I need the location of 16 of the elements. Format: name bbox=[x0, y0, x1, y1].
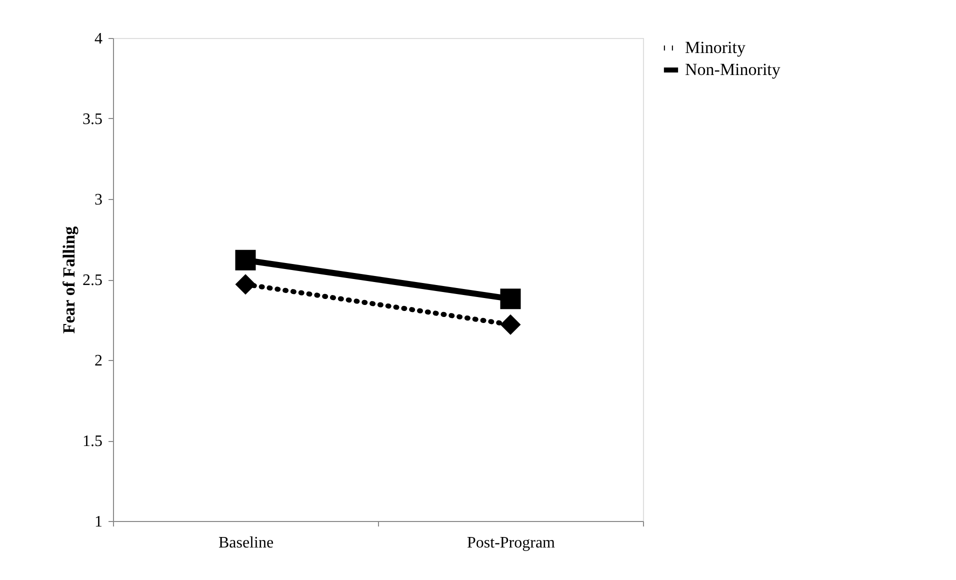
legend-label: Non-Minority bbox=[685, 60, 781, 79]
point bbox=[235, 250, 256, 270]
y-tick-label: 1.5 bbox=[82, 433, 102, 450]
point bbox=[500, 314, 521, 335]
y-tick-label: 4 bbox=[94, 30, 102, 48]
point bbox=[500, 288, 521, 310]
y-tick-label: 2 bbox=[94, 352, 102, 370]
x-tick-label: Post-Program bbox=[467, 534, 556, 552]
y-tick-label: 3.5 bbox=[82, 111, 102, 128]
x-tick-label: Baseline bbox=[218, 534, 274, 552]
y-axis-title: Fear of Falling bbox=[60, 226, 78, 334]
y-tick-label: 2.5 bbox=[82, 272, 102, 289]
y-tick-label: 1 bbox=[94, 514, 102, 530]
legend-label: Minority bbox=[685, 38, 746, 57]
point bbox=[235, 274, 256, 295]
y-tick-label: 3 bbox=[94, 192, 102, 208]
